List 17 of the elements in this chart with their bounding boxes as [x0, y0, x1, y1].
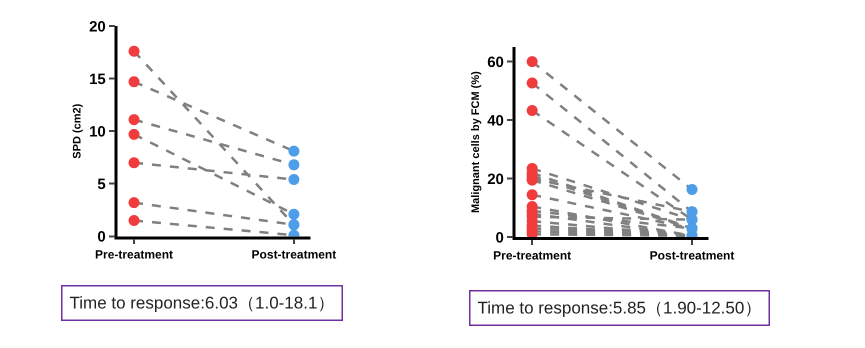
x-tick-label: Post-treatment: [650, 248, 734, 262]
y-tick-label: 20: [89, 18, 106, 36]
y-tick-label: 0: [496, 229, 504, 246]
y-axis-title: Malignant cells by FCM (%): [470, 70, 482, 214]
y-tick-label: 15: [89, 70, 106, 88]
y-tick-label: 0: [97, 228, 106, 246]
text: Time to response:6.03（1.0-18.1）: [70, 294, 334, 312]
y-tick-label: 40: [487, 112, 504, 130]
y-tick-label: 60: [487, 54, 504, 71]
x-tick-label: Pre-treatment: [95, 247, 174, 262]
y-tick-label: 20: [487, 170, 504, 188]
y-tick-label: 10: [89, 123, 106, 140]
text: Time to response:5.85（1.90-12.50）: [478, 298, 762, 318]
y-axis-title: SPD (cm2): [72, 103, 84, 159]
x-tick-label: Post-treatment: [252, 247, 336, 262]
x-tick-label: Pre-treatment: [493, 248, 572, 262]
y-tick-label: 5: [97, 176, 106, 193]
